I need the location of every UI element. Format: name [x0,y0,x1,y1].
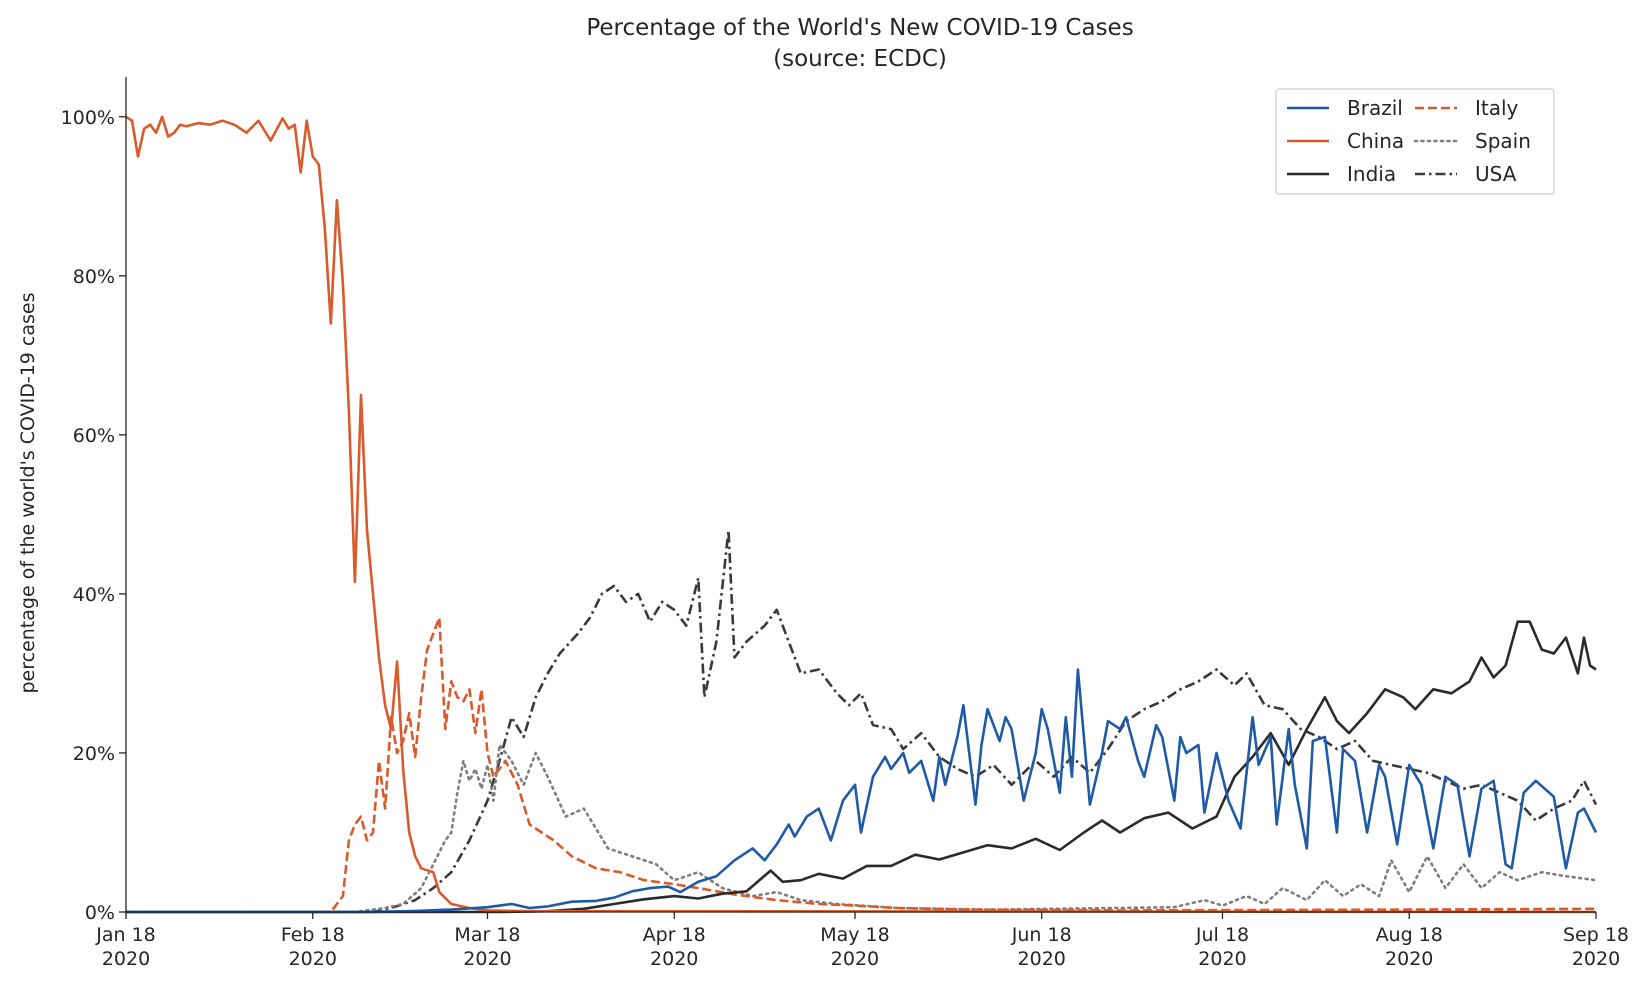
series-line-italy [126,616,1597,914]
x-tick-year-label: 2020 [831,948,879,970]
y-axis-ticks: 0% 20% 40% 60% 80% 100% [61,107,126,924]
x-tick-year-label: 2020 [1018,948,1066,970]
y-tick-label: 20% [73,743,115,765]
series-line-usa [126,529,1598,914]
series-line-india [126,620,1597,914]
x-tick-year-label: 2020 [463,948,511,970]
legend-label-spain: Spain [1475,129,1531,153]
x-tick-label: Jan 18 [95,924,156,946]
y-tick-label: 0% [85,902,115,924]
x-tick-year-label: 2020 [1385,948,1433,970]
x-tick-year-label: 2020 [1198,948,1246,970]
x-tick-year-label: 2020 [102,948,150,970]
chart-title-group: Percentage of the World's New COVID-19 C… [586,15,1133,72]
legend-label-india: India [1347,162,1396,186]
y-tick-label: 40% [73,584,115,606]
legend-label-italy: Italy [1475,96,1519,120]
y-axis-label: percentage of the world's COVID-19 cases [17,292,39,693]
x-tick-year-label: 2020 [289,948,337,970]
y-tick-label: 80% [73,266,115,288]
series-line-brazil [126,668,1598,914]
legend: Brazil China India Italy Spain USA [1275,88,1555,195]
series-line-china [125,115,1597,914]
y-tick-label: 100% [61,107,115,129]
chart-title: Percentage of the World's New COVID-19 C… [586,15,1133,41]
y-tick-label: 60% [73,425,115,447]
x-tick-label: Apr 18 [643,924,706,946]
x-tick-label: May 18 [820,924,890,946]
x-tick-label: Mar 18 [454,924,520,946]
x-tick-label: Feb 18 [281,924,345,946]
x-tick-year-label: 2020 [650,948,698,970]
legend-label-usa: USA [1475,162,1517,186]
chart-subtitle: (source: ECDC) [773,46,947,72]
x-tick-label: Jun 18 [1011,924,1072,946]
x-tick-year-label: 2020 [1572,948,1620,970]
legend-label-china: China [1347,129,1404,153]
legend-label-brazil: Brazil [1347,96,1403,120]
x-tick-label: Aug 18 [1376,924,1443,946]
x-tick-label: Jul 18 [1195,924,1249,946]
series-layer [124,115,1598,914]
x-tick-label: Sep 18 [1563,924,1629,946]
